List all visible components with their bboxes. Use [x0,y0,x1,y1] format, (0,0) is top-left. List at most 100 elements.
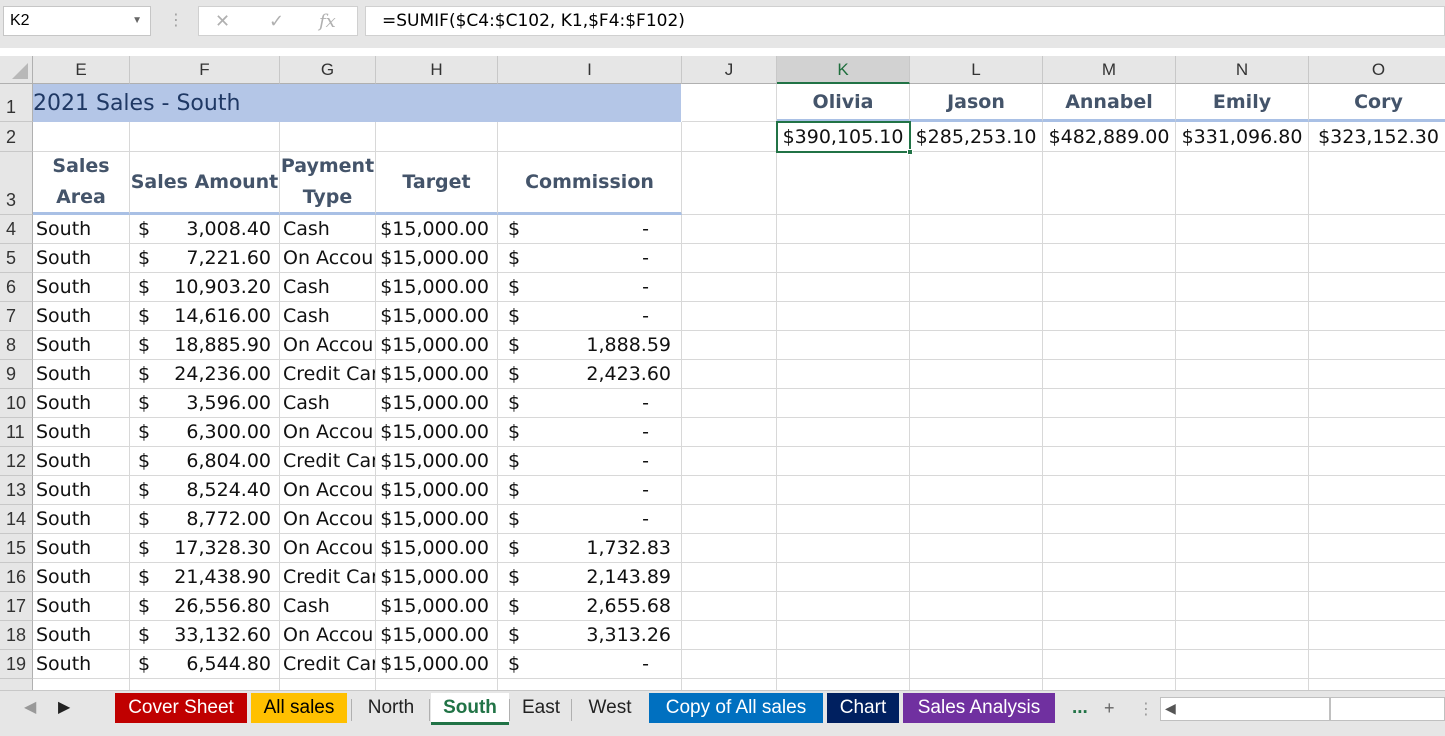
cell-sales-area[interactable]: South [33,244,130,273]
cell-commission[interactable]: $ - [498,650,682,679]
cell[interactable] [777,215,910,244]
cell-sales-area[interactable]: South [33,273,130,302]
scrollbar-track[interactable] [1330,697,1445,721]
cell-sales-area[interactable]: South [33,418,130,447]
cell[interactable] [777,563,910,592]
cell[interactable] [682,360,777,389]
cell-sales-amount[interactable]: $7,221.60 [130,244,280,273]
cell[interactable] [910,621,1043,650]
cell-sales-amount[interactable]: $6,804.00 [130,447,280,476]
cell[interactable] [498,122,682,152]
row-header[interactable]: 8 [0,331,33,360]
cell-payment-type[interactable]: Cash [280,302,376,331]
cell[interactable] [1309,650,1445,679]
cell-commission[interactable]: $ - [498,389,682,418]
cell-target[interactable]: $15,000.00 [376,534,498,563]
cell-commission[interactable]: $ - [498,476,682,505]
cell[interactable] [777,152,910,215]
cell[interactable] [682,122,777,152]
cell[interactable] [682,418,777,447]
cell[interactable] [1043,331,1176,360]
cell-payment-type[interactable]: On Account [280,418,376,447]
cell-commission[interactable]: $ - [498,302,682,331]
cell-target[interactable]: $15,000.00 [376,302,498,331]
cell[interactable] [777,505,910,534]
summary-total-cell[interactable]: $390,105.10 [777,122,910,152]
column-header-o[interactable]: O [1309,56,1445,84]
scroll-tabs-right-icon[interactable]: ▶ [58,699,71,716]
horizontal-scrollbar[interactable]: ◀ [1160,697,1330,721]
cell[interactable] [1043,360,1176,389]
cell-target[interactable]: $15,000.00 [376,244,498,273]
cell[interactable] [1176,476,1309,505]
row-header[interactable]: 1 [0,84,33,122]
cell[interactable] [1043,505,1176,534]
cell-sales-amount[interactable]: $6,300.00 [130,418,280,447]
cell[interactable] [1043,447,1176,476]
chevron-down-icon[interactable]: ▼ [132,15,142,26]
cell[interactable] [910,215,1043,244]
cell[interactable] [682,273,777,302]
cell-sales-amount[interactable]: $3,596.00 [130,389,280,418]
cell[interactable] [910,360,1043,389]
column-header-i[interactable]: I [498,56,682,84]
cell[interactable] [777,534,910,563]
cell[interactable] [280,122,376,152]
cell[interactable] [1043,563,1176,592]
cell[interactable] [1309,302,1445,331]
row-header[interactable]: 3 [0,152,33,215]
cell-sales-area[interactable]: South [33,331,130,360]
cell[interactable] [1309,679,1445,690]
cell[interactable] [682,302,777,331]
cell[interactable] [910,152,1043,215]
cell[interactable] [910,447,1043,476]
cell[interactable] [1176,447,1309,476]
cell-commission[interactable]: $ - [498,244,682,273]
summary-total-cell[interactable]: $323,152.30 [1309,122,1445,152]
cell-commission[interactable]: $2,655.68 [498,592,682,621]
cell[interactable] [1043,273,1176,302]
cell[interactable] [1176,152,1309,215]
row-header[interactable]: 18 [0,621,33,650]
cell-payment-type[interactable]: Credit Card [280,447,376,476]
cell[interactable] [910,563,1043,592]
cell[interactable] [376,122,498,152]
row-header[interactable]: 6 [0,273,33,302]
cell[interactable] [1176,505,1309,534]
cell[interactable] [682,244,777,273]
cell[interactable] [130,679,280,690]
cell[interactable] [33,679,130,690]
row-header[interactable]: 15 [0,534,33,563]
tab-east[interactable]: East [521,697,561,718]
cell[interactable] [1176,302,1309,331]
cell[interactable] [1043,418,1176,447]
cell-payment-type[interactable]: On Account [280,505,376,534]
cell[interactable] [1176,679,1309,690]
row-header[interactable]: 2 [0,122,33,152]
cell-sales-area[interactable]: South [33,476,130,505]
summary-total-cell[interactable]: $482,889.00 [1043,122,1176,152]
cell[interactable] [1309,563,1445,592]
cell[interactable] [1309,331,1445,360]
cell[interactable] [1309,447,1445,476]
cell[interactable] [682,505,777,534]
tab-cover-sheet[interactable]: Cover Sheet [115,693,247,723]
cell[interactable] [1176,215,1309,244]
cell-commission[interactable]: $2,143.89 [498,563,682,592]
row-header[interactable]: 13 [0,476,33,505]
cell-payment-type[interactable]: Cash [280,215,376,244]
cell[interactable] [1043,244,1176,273]
cell-target[interactable]: $15,000.00 [376,592,498,621]
cell-payment-type[interactable]: On Account [280,534,376,563]
cell[interactable] [777,360,910,389]
cell-sales-area[interactable]: South [33,360,130,389]
cell-payment-type[interactable]: Cash [280,592,376,621]
cell[interactable] [1176,389,1309,418]
cell-sales-area[interactable]: South [33,505,130,534]
row-header[interactable]: 19 [0,650,33,679]
cell-target[interactable]: $15,000.00 [376,447,498,476]
cell-sales-amount[interactable]: $14,616.00 [130,302,280,331]
cell-sales-area[interactable]: South [33,215,130,244]
cell-payment-type[interactable]: Credit Card [280,650,376,679]
cell-sales-amount[interactable]: $21,438.90 [130,563,280,592]
